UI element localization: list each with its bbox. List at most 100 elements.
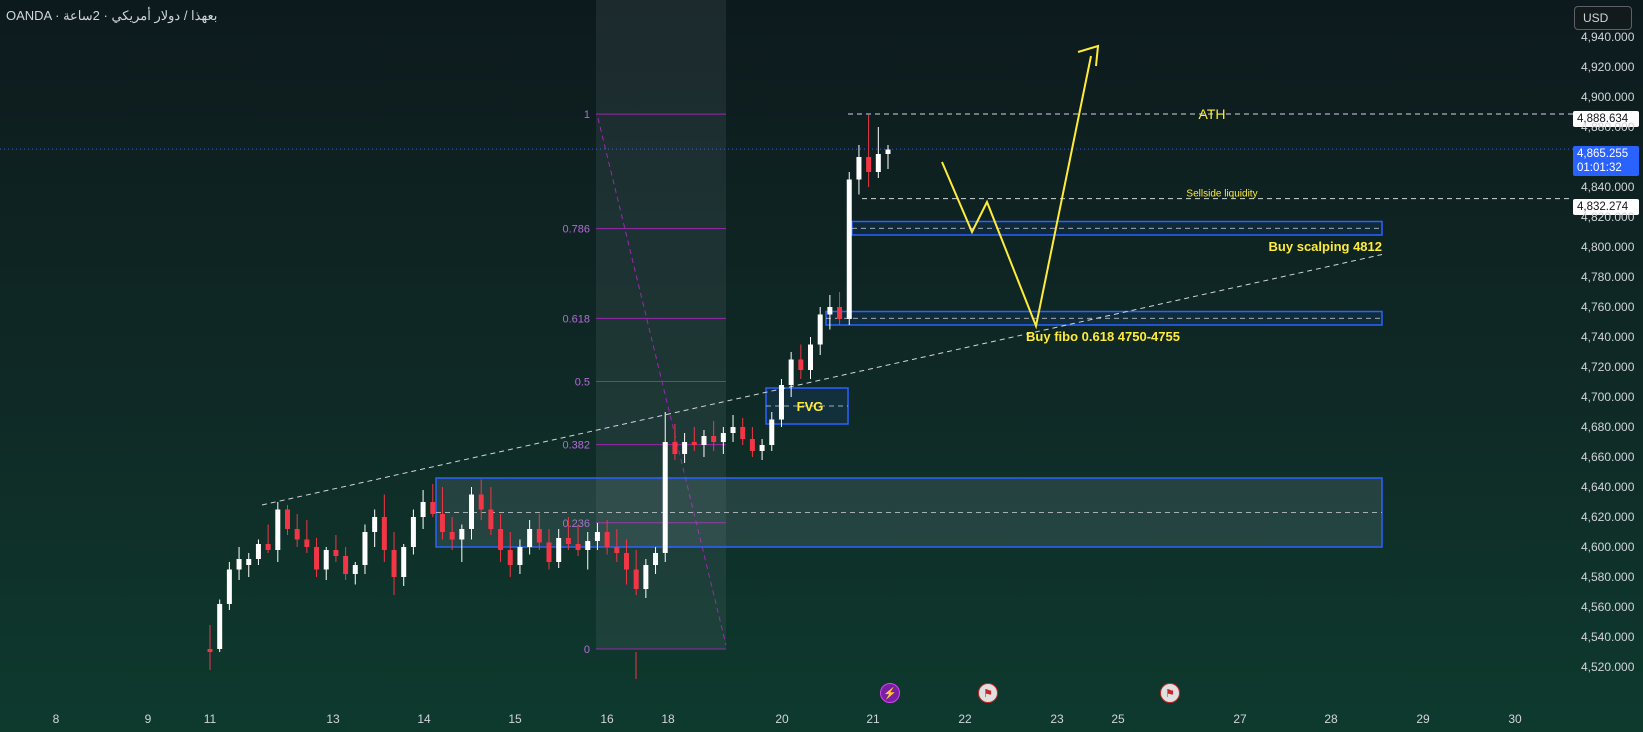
candle-layer [207, 115, 891, 670]
flag-icon[interactable]: ⚑ [1160, 683, 1180, 703]
candle-body [653, 553, 659, 565]
x-axis-tick: 22 [958, 712, 972, 726]
y-axis-tick: 4,900.000 [1581, 90, 1635, 104]
x-axis-tick: 30 [1508, 712, 1522, 726]
x-axis-tick: 21 [866, 712, 880, 726]
candle-body [275, 509, 281, 550]
candle-body [711, 436, 717, 442]
candle-body [246, 559, 252, 565]
candle-body [304, 539, 310, 547]
candle-body [808, 344, 814, 370]
fib-level-label: 0.236 [562, 518, 590, 530]
candle-body [837, 307, 843, 319]
fib-level-label: 1 [584, 109, 590, 121]
x-axis-tick: 18 [661, 712, 675, 726]
candle-body [478, 494, 484, 510]
candle-body [333, 550, 339, 556]
candle-body [788, 359, 794, 385]
x-axis-tick: 29 [1416, 712, 1430, 726]
candle-body [856, 157, 862, 180]
candle-body [507, 550, 513, 565]
candle-body [352, 565, 358, 574]
y-axis-tick: 4,600.000 [1581, 540, 1635, 554]
candle-body [488, 509, 494, 529]
candle-body [672, 442, 678, 454]
candle-body [875, 154, 881, 172]
x-axis-tick: 25 [1111, 712, 1125, 726]
current-price-tag: 4,865.255 01:01:32 [1573, 146, 1639, 176]
candle-body [439, 514, 445, 532]
zone-layer [435, 220, 1383, 548]
candle-body [633, 569, 639, 589]
fib-level-label: 0.618 [562, 313, 590, 325]
y-axis-tick: 4,720.000 [1581, 360, 1635, 374]
currency-button[interactable]: USD [1574, 6, 1632, 30]
fib-level-label: 0 [584, 644, 590, 656]
fib-shade [596, 0, 726, 649]
candle-body [846, 179, 852, 319]
candle-body [527, 529, 533, 547]
candle-body [604, 532, 610, 547]
fib-trend-line [597, 117, 727, 646]
candle-body [449, 532, 455, 540]
candle-body [207, 649, 213, 652]
y-axis-tick: 4,580.000 [1581, 570, 1635, 584]
candle-body [265, 544, 271, 550]
candle-body [236, 559, 242, 570]
annotation-layer: ATH Sellside liquidity Buy scalping 4812 Bu… [797, 44, 1382, 414]
y-axis-tick: 4,660.000 [1581, 450, 1635, 464]
candle-body [701, 436, 707, 445]
flag-icon[interactable]: ⚑ [978, 683, 998, 703]
candle-body [769, 419, 775, 445]
y-axis-tick: 4,760.000 [1581, 300, 1635, 314]
candle-body [817, 314, 823, 345]
candle-body [614, 547, 620, 553]
countdown: 01:01:32 [1577, 162, 1622, 174]
candle-body [401, 547, 407, 577]
candle-body [885, 149, 891, 154]
ath-price-tag: 4,888.634 [1573, 111, 1639, 127]
candle-body [255, 544, 261, 559]
y-axis-tick: 4,640.000 [1581, 480, 1635, 494]
candle-body [372, 517, 378, 532]
candle-body [749, 439, 755, 451]
y-axis-tick: 4,920.000 [1581, 60, 1635, 74]
candle-body [217, 604, 223, 649]
x-axis-tick: 8 [52, 712, 60, 726]
trendline [261, 254, 1383, 506]
candle-body [594, 532, 600, 541]
sellside-price-tag: 4,832.274 [1573, 199, 1639, 215]
arrow-head-icon [1077, 44, 1100, 67]
candle-body [643, 565, 649, 589]
y-axis-tick: 4,840.000 [1581, 180, 1635, 194]
x-axis-tick: 13 [326, 712, 340, 726]
candle-body [498, 529, 504, 550]
fib-level-label: 0.786 [562, 224, 590, 236]
candle-body [459, 529, 465, 540]
x-axis-tick: 14 [417, 712, 431, 726]
lightning-icon[interactable]: ⚡ [880, 683, 900, 703]
fib-retracement: 1 0.786 0.618 0.5 0.382 0.236 0 [562, 0, 727, 679]
candle-body [469, 494, 475, 529]
trend-layer [0, 113, 1573, 506]
candle-body [623, 553, 629, 570]
candle-body [362, 532, 368, 565]
candle-body [314, 547, 320, 570]
y-axis-tick: 4,820.000 [1581, 210, 1635, 224]
candle-body [323, 550, 329, 570]
fib-level-label: 0.382 [562, 440, 590, 452]
y-axis-tick: 4,880.000 [1581, 120, 1635, 134]
candle-body [556, 538, 562, 562]
x-axis-tick: 23 [1050, 712, 1064, 726]
projection-path [941, 55, 1092, 330]
x-axis-tick: 9 [144, 712, 152, 726]
candle-body [546, 542, 552, 562]
y-axis-tick: 4,560.000 [1581, 600, 1635, 614]
candle-body [565, 538, 571, 544]
candle-body [691, 442, 697, 445]
candle-body [866, 157, 872, 172]
y-axis-tick: 4,800.000 [1581, 240, 1635, 254]
buy-scalping-label: Buy scalping 4812 [1269, 239, 1382, 254]
symbol-label: OANDA · بعهذا / دولار أمريكي · 2ساعة [6, 8, 218, 23]
